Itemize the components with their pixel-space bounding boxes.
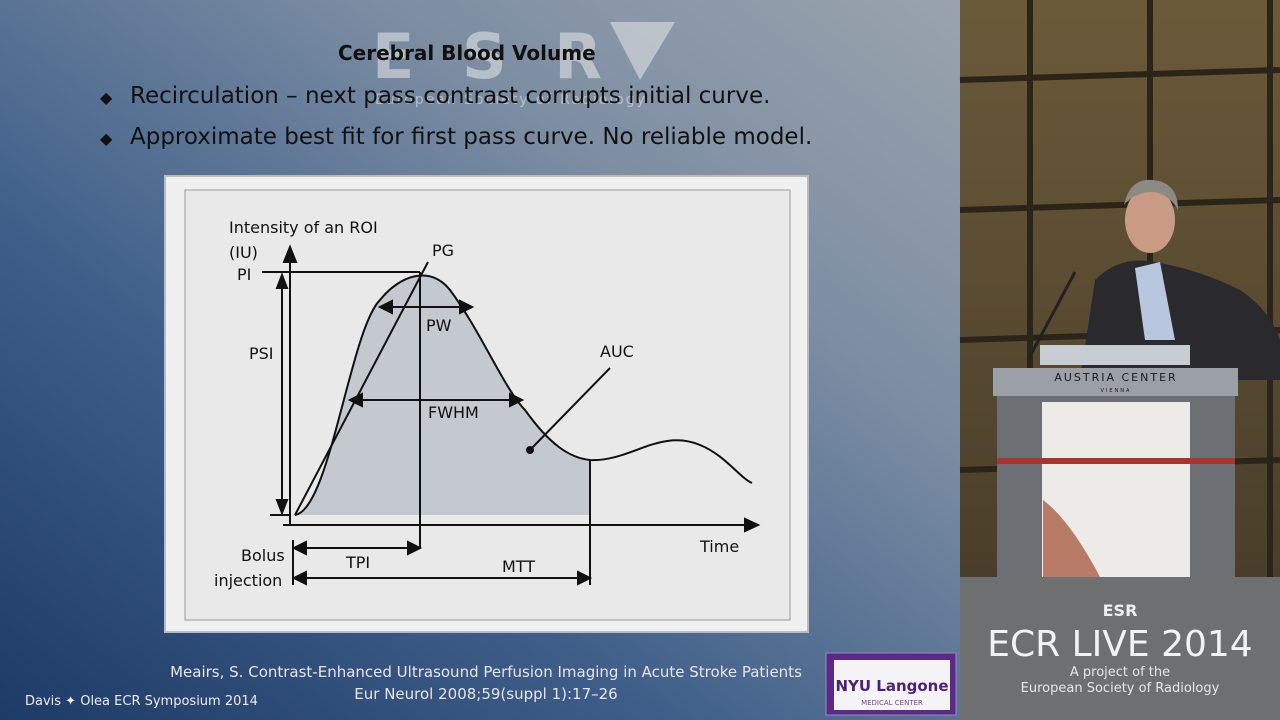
bullet-icon: ◆ (100, 129, 113, 148)
citation: Eur Neurol 2008;59(suppl 1):17–26 (354, 685, 617, 703)
figure-label: MTT (502, 557, 535, 576)
watermark-caption: European Society of Radiology (375, 92, 647, 108)
bullet: Approximate best fit for first pass curv… (130, 124, 812, 150)
banner-line: European Society of Radiology (1021, 681, 1220, 696)
figure-label: AUC (600, 342, 634, 361)
watermark-logo: ESR (372, 20, 602, 93)
figure-label: Time (699, 537, 739, 556)
bullet-icon: ◆ (100, 88, 113, 107)
lectern-name: AUSTRIA CENTER (1054, 371, 1177, 384)
figure-label: injection (214, 571, 282, 590)
citation: Meairs, S. Contrast-Enhanced Ultrasound … (170, 663, 802, 681)
figure-label: PSI (249, 344, 274, 363)
banner-line: A project of the (1070, 665, 1170, 680)
ecr-banner: ESR ECR LIVE 2014 A project of the Europ… (960, 577, 1280, 720)
figure-label: Bolus (241, 546, 285, 565)
lectern-city: VIENNA (1101, 388, 1132, 394)
figure: Intensity of an ROI (IU) PG PI PSI PW AU… (164, 175, 809, 633)
sponsor-sub: MEDICAL CENTER (861, 699, 923, 707)
sponsor-logo: NYU Langone MEDICAL CENTER (825, 652, 957, 716)
figure-label: TPI (345, 553, 370, 572)
figure-label: PG (432, 241, 454, 260)
figure-label: Intensity of an ROI (229, 218, 378, 237)
sponsor-name: NYU Langone (835, 677, 948, 695)
banner-logo: ESR (1103, 601, 1138, 620)
banner-title: ECR LIVE 2014 (987, 624, 1252, 665)
figure-label: PW (426, 316, 452, 335)
watermark: ESR European Society of Radiology (372, 20, 675, 108)
figure-label: PI (237, 265, 251, 284)
slide-title: Cerebral Blood Volume (338, 41, 596, 65)
speaker-video: AUSTRIA CENTER VIENNA (959, 0, 1280, 577)
bullet: Recirculation – next pass contrast corru… (130, 83, 770, 109)
figure-label: (IU) (229, 243, 258, 262)
figure-label: FWHM (428, 403, 479, 422)
footer: Davis ✦ Olea ECR Symposium 2014 (25, 694, 258, 709)
